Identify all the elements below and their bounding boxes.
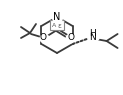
Text: H: H bbox=[89, 28, 96, 38]
Text: A: A bbox=[52, 23, 56, 28]
Text: N: N bbox=[89, 34, 96, 42]
Bar bbox=[50, 20, 64, 30]
Text: O: O bbox=[39, 34, 46, 42]
Text: N: N bbox=[53, 12, 61, 22]
Text: ε: ε bbox=[57, 23, 61, 28]
Text: O: O bbox=[68, 34, 75, 42]
